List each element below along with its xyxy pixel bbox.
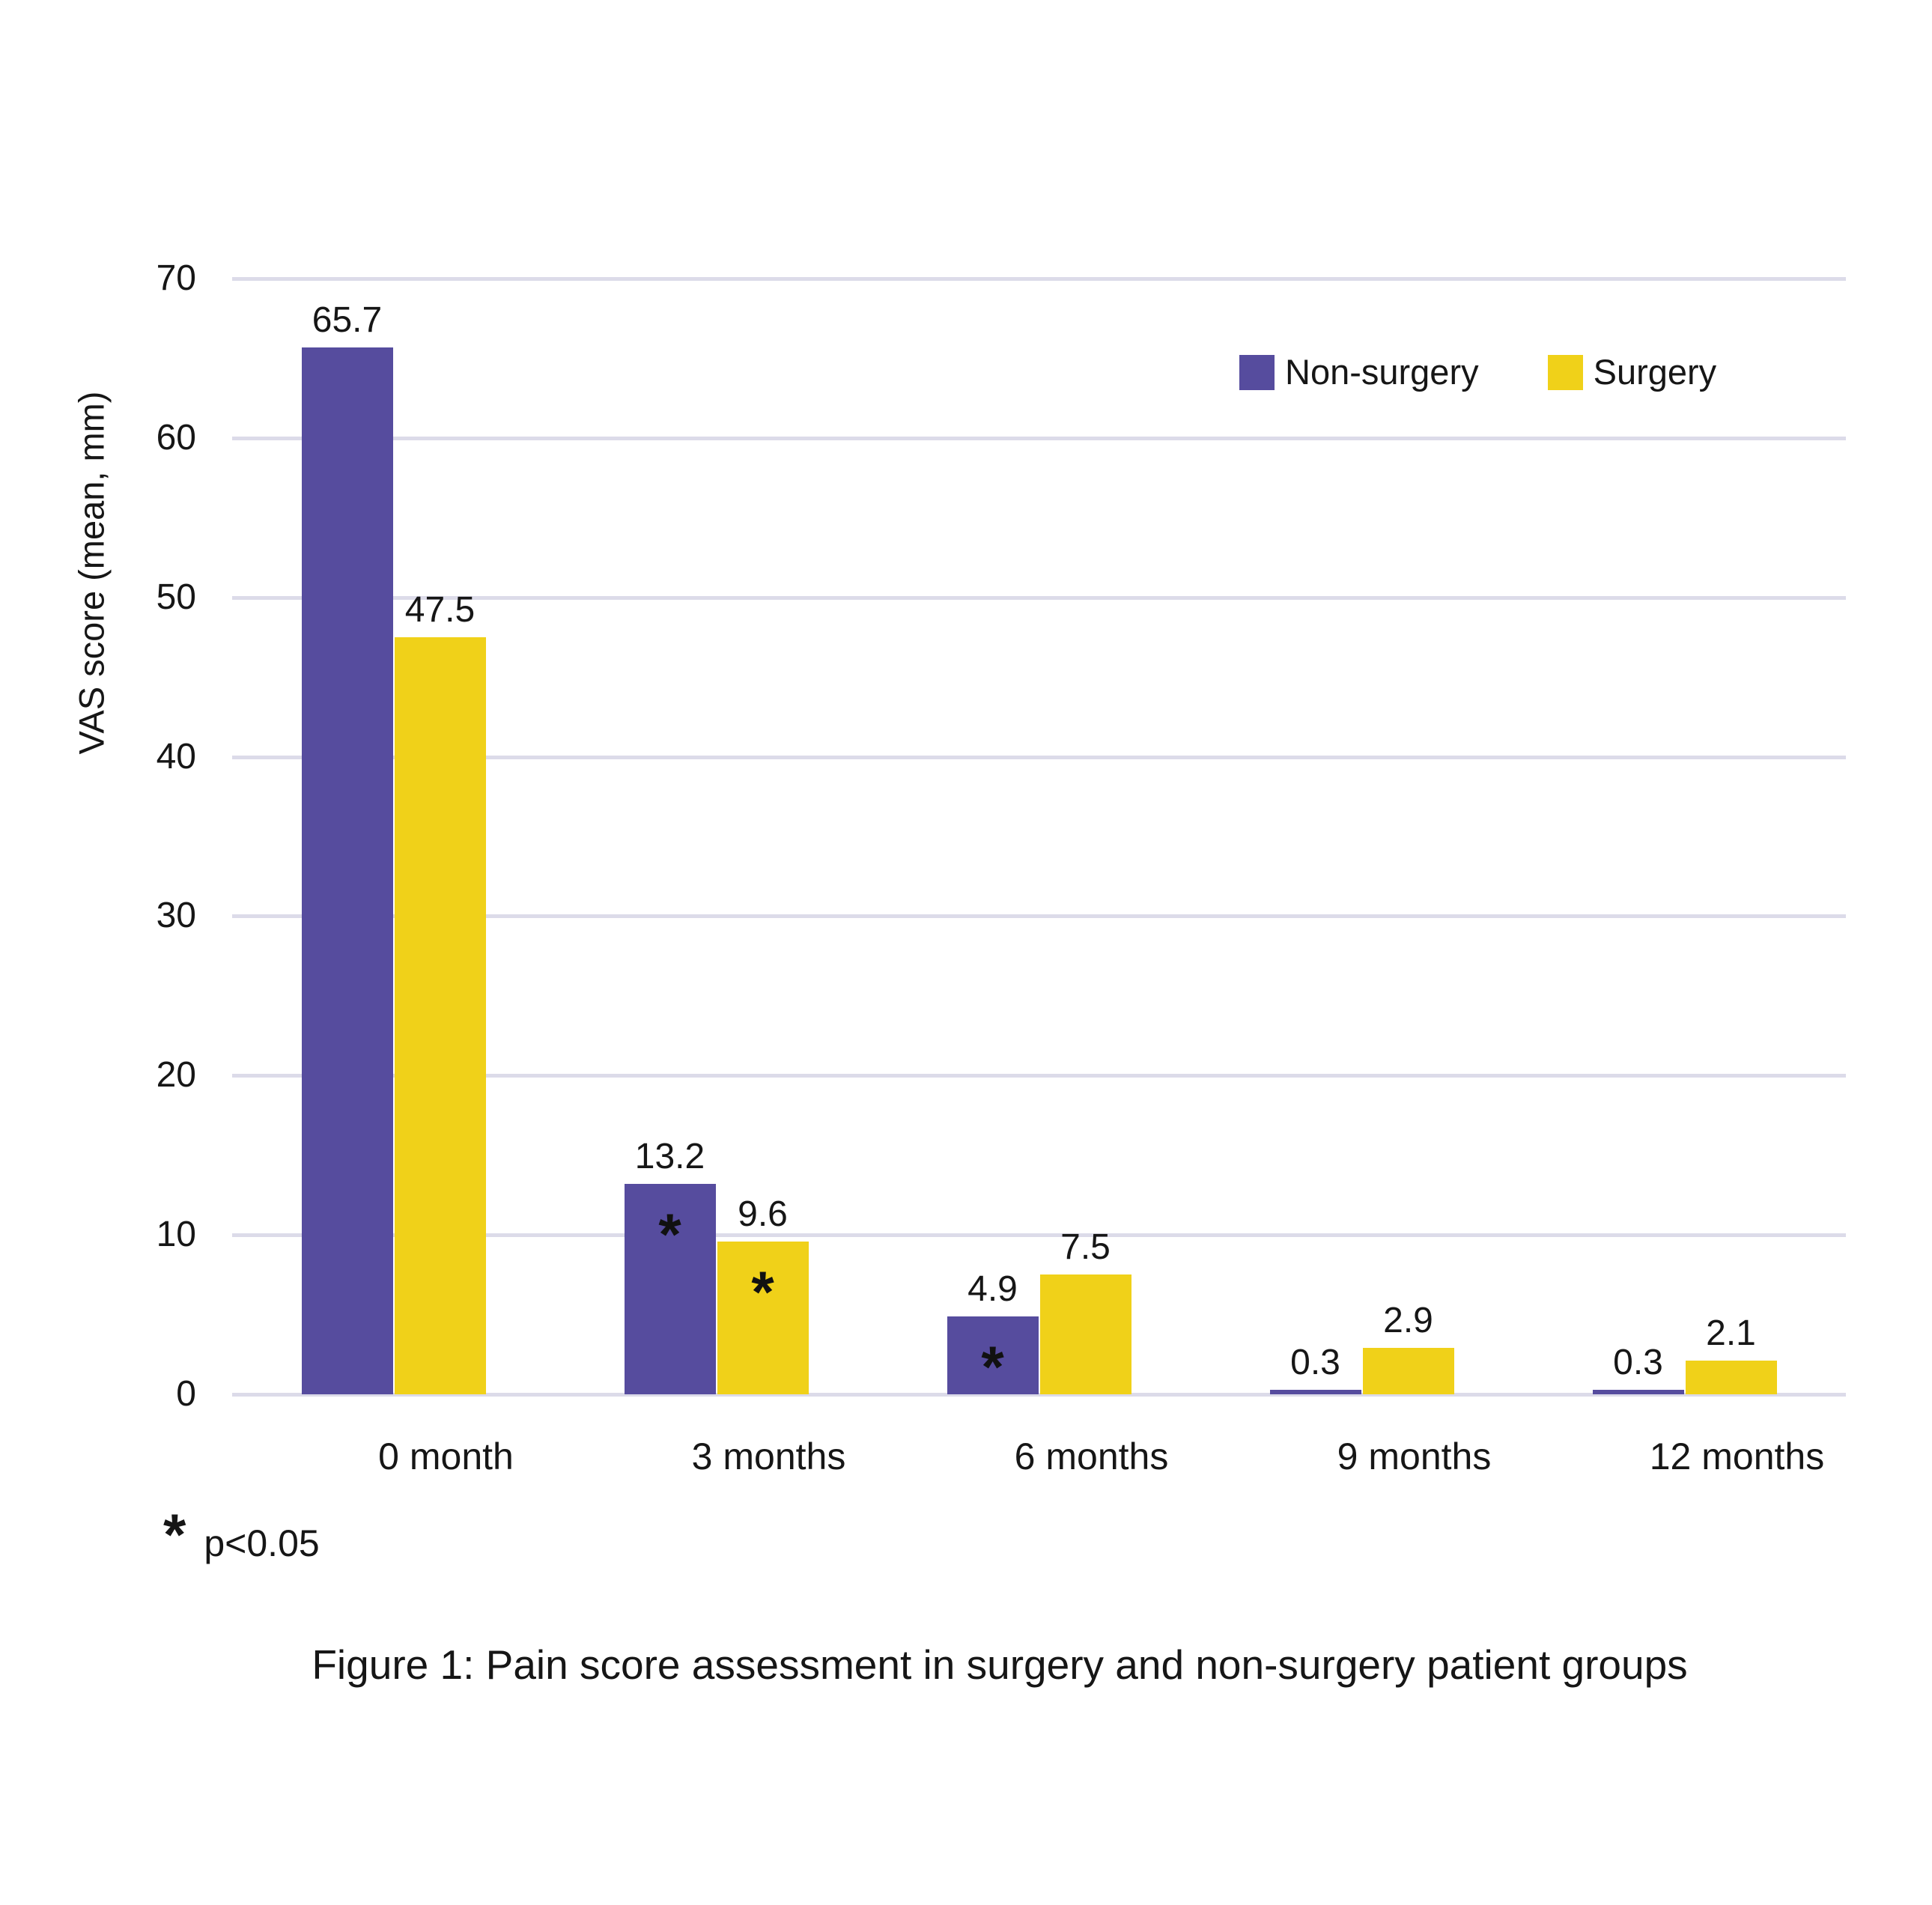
gridline (232, 914, 1846, 919)
bar-value-label: 13.2 (634, 1137, 705, 1177)
x-axis-tick-label: 12 months (1649, 1435, 1825, 1477)
bar-value-label: 0.3 (1613, 1342, 1663, 1382)
bar-non-surgery (1592, 1389, 1684, 1394)
bar-value-label: 4.9 (967, 1269, 1018, 1309)
significance-asterisk: * (981, 1333, 1004, 1400)
figure-caption: Figure 1: Pain score assessment in surge… (312, 1641, 1688, 1688)
legend-swatch-non-surgery (1239, 354, 1275, 390)
gridline (232, 436, 1846, 440)
legend-item-non-surgery: Non-surgery (1239, 353, 1479, 392)
gridline (232, 277, 1846, 281)
y-axis-tick-label: 60 (156, 417, 196, 458)
y-axis-tick-label: 10 (156, 1215, 196, 1255)
footnote-text: p<0.05 (204, 1522, 320, 1564)
bar-value-label: 47.5 (404, 589, 476, 630)
significance-asterisk: * (658, 1201, 681, 1268)
gridline (232, 1393, 1846, 1397)
y-axis-tick-label: 70 (156, 258, 196, 298)
legend-label-non-surgery: Non-surgery (1285, 352, 1479, 392)
y-axis-tick-label: 50 (156, 577, 196, 617)
bar-surgery (394, 636, 486, 1394)
bar-value-label: 2.1 (1706, 1313, 1756, 1354)
bar-value-label: 65.7 (312, 300, 383, 340)
x-axis-tick-label: 6 months (1014, 1435, 1169, 1477)
bar-non-surgery (624, 1184, 716, 1394)
legend-label-surgery: Surgery (1593, 352, 1717, 392)
bar-surgery (1362, 1348, 1454, 1394)
y-axis-tick-label: 30 (156, 896, 196, 936)
footnote-asterisk: * (163, 1501, 186, 1567)
bar-value-label: 7.5 (1060, 1227, 1111, 1268)
bar-non-surgery (947, 1316, 1039, 1394)
gridline (232, 1074, 1846, 1078)
bar-value-label: 2.9 (1383, 1301, 1433, 1341)
bar-surgery (717, 1241, 809, 1394)
x-axis-tick-label: 9 months (1337, 1435, 1492, 1477)
legend-item-surgery: Surgery (1547, 352, 1717, 392)
x-axis-tick-label: 3 months (691, 1435, 846, 1477)
legend-swatch-surgery (1547, 354, 1583, 390)
gridline (232, 755, 1846, 759)
bar-non-surgery (1269, 1389, 1361, 1394)
bar-value-label: 9.6 (738, 1194, 788, 1234)
bar-non-surgery (301, 347, 393, 1394)
bar-surgery (1039, 1274, 1131, 1394)
chart-legend: Non-surgery Surgery (1239, 353, 1716, 392)
x-axis-tick-label: 0 month (378, 1435, 514, 1477)
significance-footnote: * p<0.05 (163, 1505, 320, 1564)
bar-value-label: 0.3 (1290, 1342, 1340, 1382)
gridline (232, 595, 1846, 600)
y-axis-tick-label: 0 (176, 1374, 196, 1414)
bar-surgery (1685, 1361, 1777, 1394)
significance-asterisk: * (751, 1258, 774, 1325)
y-axis-tick-label: 40 (156, 736, 196, 777)
gridline (232, 1233, 1846, 1238)
y-axis-tick-label: 20 (156, 1055, 196, 1096)
